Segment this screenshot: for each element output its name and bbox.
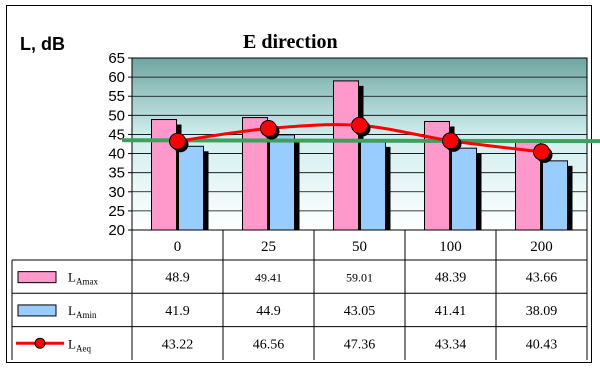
table-cell: 48.9 — [165, 271, 190, 286]
table-cell: 43.34 — [435, 337, 467, 352]
table-cell: 38.09 — [526, 304, 558, 319]
bar-amin — [361, 142, 386, 230]
y-tick-label: 55 — [108, 88, 125, 105]
table-cell: 59.01 — [346, 271, 373, 285]
legend-key-amin — [18, 305, 56, 316]
bar-amax — [334, 81, 359, 230]
x-tick-label: 50 — [352, 239, 367, 255]
marker-aeq — [352, 117, 368, 133]
y-tick-label: 25 — [108, 203, 125, 220]
x-tick-label: 0 — [174, 239, 182, 255]
table-cell: 49.41 — [255, 271, 282, 285]
legend-label-aeq: LAeq — [68, 336, 91, 353]
bar-amin — [179, 146, 204, 230]
table-cell: 41.41 — [435, 304, 467, 319]
reference-line — [122, 140, 600, 141]
legend-label-amin: LAmin — [68, 303, 97, 320]
y-tick-label: 35 — [108, 165, 125, 182]
table-cell: 44.9 — [256, 304, 281, 319]
y-tick-label: 60 — [108, 69, 125, 86]
table-cell: 47.36 — [344, 337, 376, 352]
table-cell: 48.39 — [435, 271, 467, 286]
y-tick-label: 20 — [108, 222, 125, 239]
bar-amin — [452, 148, 477, 230]
marker-aeq — [261, 120, 277, 136]
bar-amin — [543, 161, 568, 230]
table-cell: 41.9 — [165, 304, 190, 319]
x-tick-label: 100 — [439, 239, 462, 255]
y-tick-label: 40 — [108, 146, 125, 163]
table-cell: 43.05 — [344, 304, 376, 319]
table-cell: 43.66 — [526, 271, 558, 286]
marker-aeq — [443, 133, 459, 149]
marker-aeq — [534, 144, 550, 160]
marker-aeq — [170, 133, 186, 149]
y-tick-label: 30 — [108, 184, 125, 201]
x-tick-label: 200 — [530, 239, 553, 255]
table-cell: 40.43 — [526, 337, 558, 352]
legend-key-marker — [35, 338, 45, 348]
legend-key-amax — [18, 272, 56, 283]
table-cell: 46.56 — [253, 337, 285, 352]
y-tick-label: 65 — [108, 50, 125, 67]
table-cell: 43.22 — [162, 337, 194, 352]
y-tick-label: 50 — [108, 107, 125, 124]
legend-label-amax: LAmax — [68, 270, 98, 287]
bar-amin — [270, 135, 295, 230]
x-tick-label: 25 — [261, 239, 276, 255]
